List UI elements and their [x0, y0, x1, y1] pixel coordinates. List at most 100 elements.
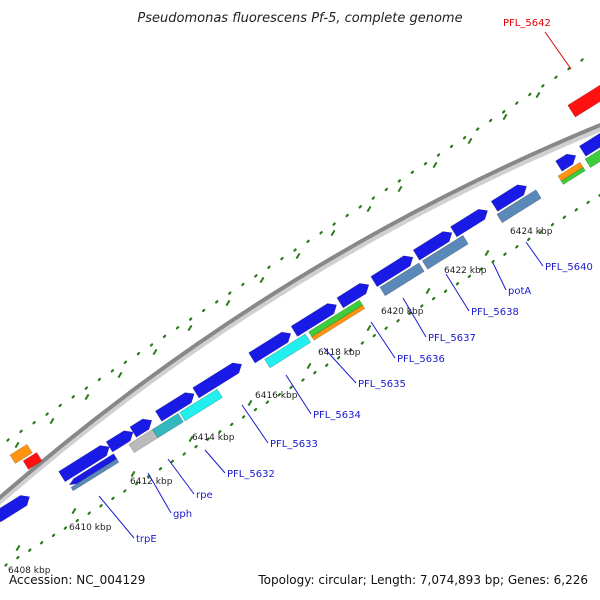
outer-tick-dot — [71, 395, 75, 399]
inner-tick-dot — [550, 222, 555, 227]
major-tick — [247, 399, 253, 407]
inner-tick-dot — [99, 504, 103, 508]
gene-label: PFL_5642 — [503, 18, 551, 29]
cog-feature — [311, 304, 366, 341]
gene-label: PFL_5638 — [471, 307, 519, 318]
cds-feature — [68, 453, 118, 486]
gene-label: rpe — [196, 490, 213, 501]
inner-tick-dot — [431, 296, 436, 301]
cog-feature — [496, 189, 542, 224]
inner-tick-dot — [527, 237, 531, 242]
tick-label: 6424 kbp — [510, 227, 553, 237]
outer-tick-dot — [515, 101, 519, 105]
cds-feature — [450, 208, 488, 238]
outer-tick-dot — [201, 308, 206, 313]
outer-tick-dot — [332, 222, 336, 226]
major-tick — [306, 362, 312, 370]
outer-tick-dot — [502, 110, 506, 114]
outer-tick-dot — [410, 170, 415, 174]
major-tick — [484, 249, 490, 257]
tick-label: 6420 kbp — [381, 307, 424, 317]
accession-text: Accession: NC_004129 — [9, 573, 146, 587]
gene-label-leader — [147, 472, 172, 514]
inner-tick-dot — [289, 385, 293, 390]
inner-tick-dot — [503, 252, 507, 256]
outer-tick-dot — [6, 438, 10, 442]
backbone-shadow — [0, 124, 600, 506]
major-tick — [467, 137, 473, 145]
outer-tick-dot — [397, 179, 402, 183]
gene-label-leader — [204, 449, 226, 474]
outer-tick-dot — [241, 282, 245, 287]
outer-tick-dot — [423, 161, 428, 166]
tick-label: 6408 kbp — [8, 566, 51, 576]
inner-tick-dot — [586, 200, 590, 205]
outer-tick-dot — [345, 213, 349, 218]
inner-tick-dot — [265, 400, 270, 404]
major-tick — [295, 252, 301, 260]
inner-tick-dot — [301, 378, 305, 382]
major-tick — [259, 276, 265, 284]
major-tick — [366, 205, 372, 213]
outer-tick-dot — [110, 369, 115, 373]
tick-label: 6414 kbp — [192, 433, 235, 443]
outer-tick-dot — [436, 153, 441, 157]
outer-tick-dot — [449, 144, 454, 149]
cds-feature — [0, 495, 30, 523]
inner-tick-dot — [4, 563, 8, 567]
major-tick — [535, 91, 541, 99]
gene-label: gph — [173, 509, 192, 520]
inner-tick-dot — [408, 311, 412, 316]
cds-feature — [58, 445, 110, 483]
outer-tick-dot — [149, 343, 154, 347]
major-tick — [432, 161, 438, 169]
major-tick — [14, 441, 20, 449]
major-tick — [425, 287, 431, 295]
gene-label-leader — [445, 273, 470, 312]
tick-marks — [4, 58, 600, 567]
outer-tick-dot — [462, 136, 467, 140]
outer-tick-dot — [319, 231, 323, 235]
inner-tick-dot — [253, 407, 258, 412]
outer-tick-dot — [58, 403, 62, 408]
gene-label-leader — [241, 404, 269, 444]
outer-tick-dot — [254, 274, 258, 278]
feature-tracks — [0, 84, 600, 523]
gene-label: PFL_5636 — [397, 354, 445, 365]
inner-tick-dot — [372, 333, 376, 338]
inner-tick-dot — [443, 289, 448, 293]
major-tick — [187, 324, 193, 332]
outer-tick-dot — [306, 239, 310, 244]
outer-tick-dot — [228, 291, 232, 295]
outer-tick-dot — [19, 429, 23, 434]
outer-tick-dot — [567, 66, 571, 71]
major-tick — [117, 371, 123, 379]
cog-feature — [379, 262, 425, 297]
outer-feature — [9, 443, 33, 464]
cds-feature — [192, 362, 243, 399]
major-tick — [71, 507, 77, 515]
outer-tick-dot — [45, 412, 49, 416]
major-tick — [49, 417, 55, 425]
cog-feature — [264, 333, 312, 369]
inner-tick-dot — [39, 541, 44, 545]
inner-tick-dot — [218, 430, 222, 434]
major-tick — [366, 324, 372, 332]
gene-label: PFL_5634 — [313, 410, 361, 421]
outer-tick-dot — [123, 360, 128, 364]
cog-feature — [70, 458, 120, 492]
inner-tick-dot — [562, 215, 567, 219]
major-tick — [502, 113, 508, 121]
inner-tick-dot — [206, 437, 210, 441]
inner-tick-dot — [538, 230, 543, 234]
cds-feature — [105, 430, 134, 453]
inner-tick-dot — [63, 526, 68, 530]
outer-tick-dot — [188, 317, 193, 321]
outer-tick-dot — [358, 205, 362, 209]
backbone-line — [0, 122, 600, 501]
major-tick — [397, 185, 403, 193]
inner-tick-dot — [194, 444, 198, 449]
cds-feature — [578, 132, 600, 157]
inner-tick-dot — [158, 467, 163, 471]
